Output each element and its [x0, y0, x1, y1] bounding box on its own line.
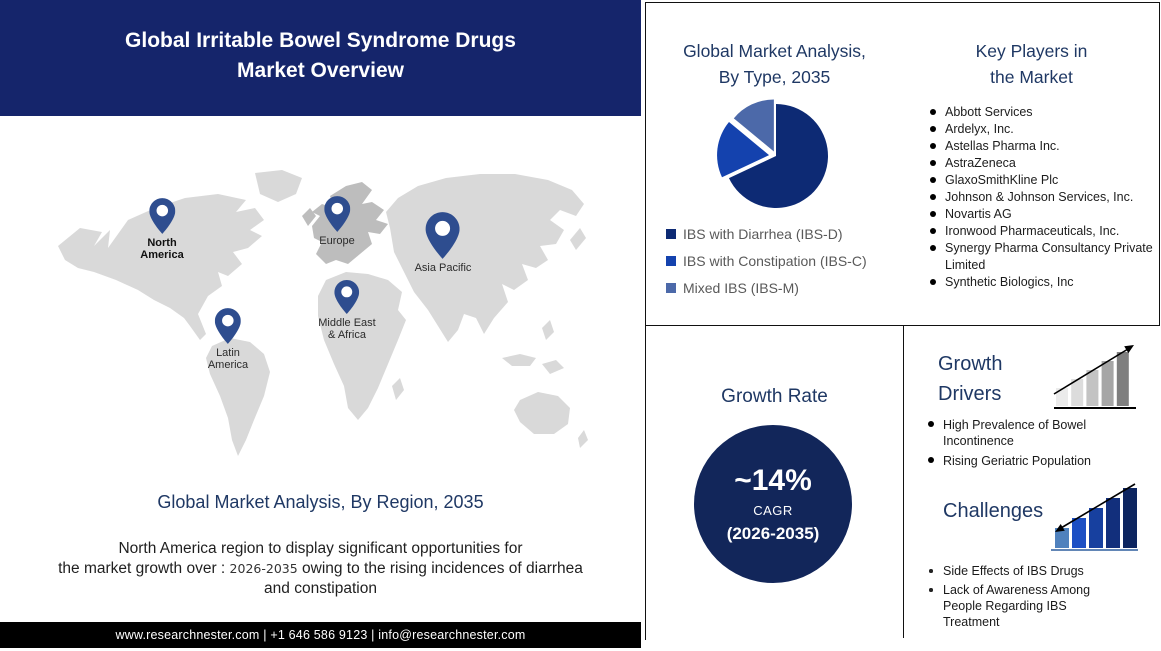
map-pin-icon [323, 196, 350, 232]
region-description-line1: North America region to display signific… [118, 540, 523, 557]
key-players-title: Key Players in the Market [975, 41, 1088, 87]
page-title: Global Irritable Bowel Syndrome Drugs Ma… [125, 29, 516, 82]
list-item: Astellas Pharma Inc. [928, 138, 1154, 155]
left-panel: Global Irritable Bowel Syndrome Drugs Ma… [0, 0, 641, 648]
legend-swatch-ibs-c [666, 256, 676, 266]
key-players-quadrant-box [903, 2, 1160, 326]
growth-drivers-list: High Prevalence of Bowel Incontinence Ri… [925, 417, 1125, 473]
map-south-america [206, 338, 270, 456]
pie-legend: IBS with Diarrhea (IBS-D) IBS with Const… [666, 226, 867, 307]
divider-line-middle [903, 325, 904, 638]
list-item: Synthetic Biologics, Inc [928, 274, 1154, 291]
pin-latin-america: Latin America [208, 308, 248, 371]
challenges-title: Challenges [943, 500, 1044, 522]
growth-rate-title: Growth Rate [721, 386, 828, 407]
growth-rate-circle: ~14% CAGR (2026-2035) [694, 425, 852, 583]
map-greenland [255, 170, 302, 202]
pin-label-north-america: North America [140, 237, 184, 261]
forecast-years: 2026-2035 [229, 561, 298, 576]
region-description-line2: the market growth over : 2026-2035 owing… [58, 560, 583, 577]
map-madagascar [392, 378, 404, 400]
map-philippines [542, 320, 554, 340]
pin-label-europe: Europe [319, 235, 355, 247]
pie-slice [717, 121, 770, 178]
header-band: Global Irritable Bowel Syndrome Drugs Ma… [0, 0, 641, 116]
list-item: GlaxoSmithKline Plc [928, 172, 1154, 189]
legend-item-ibs-d: IBS with Diarrhea (IBS-D) [666, 226, 867, 242]
pie-chart-title: Global Market Analysis, By Type, 2035 [683, 41, 866, 87]
list-item: Johnson & Johnson Services, Inc. [928, 189, 1154, 206]
challenges-list: Side Effects of IBS Drugs Lack of Awaren… [925, 563, 1125, 633]
pie-slice [733, 99, 774, 152]
map-japan [570, 228, 586, 250]
pin-north-america: North America [140, 198, 184, 261]
map-africa [318, 272, 406, 420]
map-europe [312, 182, 388, 264]
pin-label-latin-america: Latin America [207, 347, 249, 371]
list-item: Lack of Awareness Among People Regarding… [925, 582, 1125, 630]
pin-asia-pacific: Asia Pacific [414, 212, 472, 274]
pin-label-middle-east-africa: Middle East & Africa [318, 317, 376, 341]
legend-label-ibs-m: Mixed IBS (IBS-M) [683, 280, 799, 296]
map-indonesia-2 [542, 360, 564, 374]
legend-label-ibs-d: IBS with Diarrhea (IBS-D) [683, 226, 843, 242]
list-item: High Prevalence of Bowel Incontinence [925, 417, 1125, 449]
map-pin-icon [148, 198, 175, 234]
list-item: Ironwood Pharmaceuticals, Inc. [928, 223, 1154, 240]
map-australia [514, 392, 570, 434]
list-item: Ardelyx, Inc. [928, 121, 1154, 138]
list-item: Synergy Pharma Consultancy Private Limit… [928, 240, 1154, 274]
divider-line-left [645, 325, 646, 640]
legend-item-ibs-c: IBS with Constipation (IBS-C) [666, 253, 867, 269]
key-players-list: Abbott Services Ardelyx, Inc. Astellas P… [928, 104, 1154, 291]
pie-slice [728, 104, 828, 208]
growth-drivers-title: Growth Drivers [938, 353, 1003, 405]
pin-label-asia-pacific: Asia Pacific [414, 262, 472, 274]
growth-bars-icon [1053, 345, 1136, 409]
footer-contact-bar: www.researchnester.com | +1 646 586 9123… [0, 622, 641, 648]
list-item: Novartis AG [928, 206, 1154, 223]
map-pin-icon [425, 212, 460, 259]
region-description: North America region to display signific… [28, 539, 613, 599]
map-uk [302, 208, 316, 226]
cagr-value: ~14% [734, 463, 812, 497]
pin-middle-east-africa: Middle East & Africa [318, 280, 376, 341]
map-indonesia [502, 354, 536, 366]
map-north-america [58, 194, 264, 340]
pin-europe: Europe [319, 196, 355, 247]
cagr-period: (2026-2035) [726, 523, 820, 543]
challenges-bars-icon [1051, 483, 1138, 551]
list-item: Rising Geriatric Population [925, 453, 1125, 469]
legend-item-ibs-m: Mixed IBS (IBS-M) [666, 280, 867, 296]
list-item: AstraZeneca [928, 155, 1154, 172]
map-new-zealand [578, 430, 588, 448]
list-item: Abbott Services [928, 104, 1154, 121]
region-chart-caption: Global Market Analysis, By Region, 2035 [157, 492, 484, 512]
legend-label-ibs-c: IBS with Constipation (IBS-C) [683, 253, 867, 269]
list-item: Side Effects of IBS Drugs [925, 563, 1125, 579]
map-pin-icon [215, 308, 241, 344]
cagr-label: CAGR [753, 502, 793, 518]
pie-chart [717, 99, 828, 208]
legend-swatch-ibs-d [666, 229, 676, 239]
region-description-line3: and constipation [264, 580, 377, 597]
map-pin-icon [334, 280, 360, 314]
legend-swatch-ibs-m [666, 283, 676, 293]
